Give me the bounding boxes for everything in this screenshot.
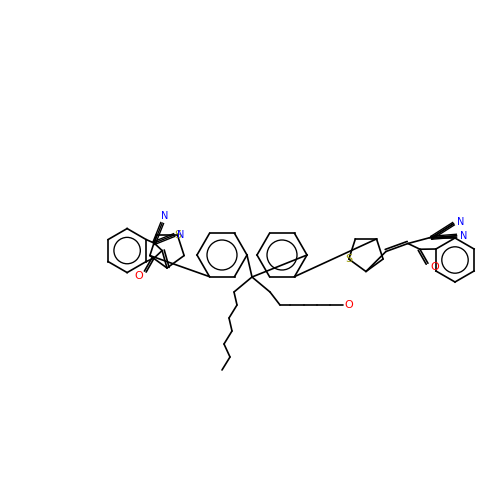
Text: S: S [174, 230, 181, 240]
Text: S: S [346, 254, 352, 264]
Text: N: N [162, 211, 169, 221]
Text: O: O [344, 300, 354, 310]
Text: O: O [430, 262, 440, 272]
Text: N: N [178, 230, 185, 240]
Text: N: N [457, 217, 464, 227]
Text: N: N [460, 231, 467, 241]
Text: O: O [135, 271, 143, 281]
